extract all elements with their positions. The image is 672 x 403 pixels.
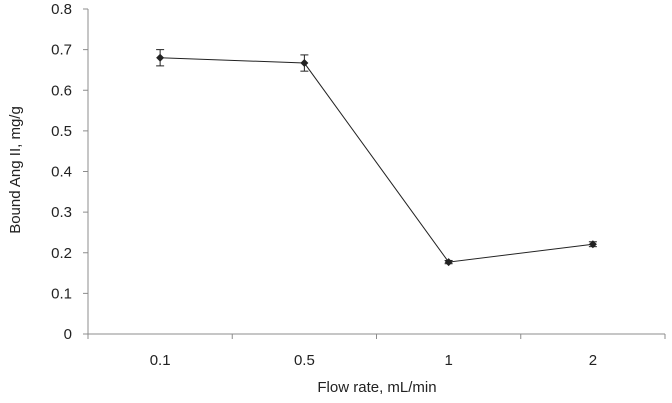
x-tick-label: 1 (444, 352, 452, 369)
y-tick-label: 0.7 (51, 42, 72, 59)
y-tick-label: 0.6 (51, 82, 72, 99)
x-axis-label: Flow rate, mL/min (317, 379, 436, 396)
y-tick-labels: 0 0.1 0.2 0.3 0.4 0.5 0.6 0.7 0.8 (51, 1, 88, 343)
data-point-marker (588, 240, 597, 249)
y-tick-label: 0.8 (51, 1, 72, 18)
data-point-marker (156, 53, 165, 62)
y-tick-label: 0.3 (51, 204, 72, 221)
data-point-marker (444, 258, 453, 267)
axes (87, 9, 665, 335)
series (156, 49, 597, 267)
x-tick-labels: 0.1 0.5 1 2 (87, 334, 666, 369)
x-tick-label: 0.5 (294, 352, 315, 369)
y-tick-label: 0.1 (51, 285, 72, 302)
y-axis-label: Bound Ang II, mg/g (7, 106, 24, 234)
series-line (160, 57, 593, 263)
y-tick-label: 0 (64, 326, 72, 343)
data-point-marker (300, 59, 309, 68)
y-tick-label: 0.5 (51, 123, 72, 140)
x-tick-label: 2 (589, 352, 597, 369)
y-tick-label: 0.2 (51, 245, 72, 262)
y-tick-label: 0.4 (51, 164, 72, 181)
x-tick-label: 0.1 (150, 352, 171, 369)
